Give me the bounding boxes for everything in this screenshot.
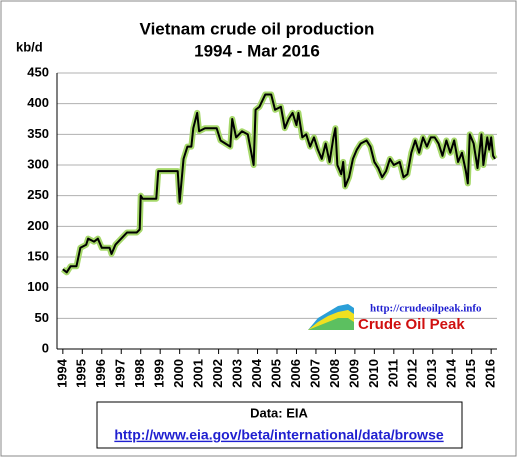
y-tick-label: 200 [27, 218, 49, 233]
y-tick-label: 150 [27, 248, 49, 263]
logo: http://crudeoilpeak.info Crude Oil Peak [308, 303, 482, 333]
x-tick-label: 1999 [152, 359, 167, 388]
x-tick-label: 1994 [54, 358, 69, 388]
x-tick-label: 1996 [93, 359, 108, 388]
y-tick-label: 100 [27, 279, 49, 294]
y-tick-label: 450 [27, 64, 49, 79]
x-tick-label: 2009 [346, 359, 361, 388]
x-tick-label: 2008 [327, 359, 342, 388]
y-axis-label: kb/d [16, 39, 43, 54]
chart-subtitle: 1994 - Mar 2016 [194, 41, 320, 60]
y-tick-label: 350 [27, 126, 49, 141]
x-tick-label: 2013 [424, 359, 439, 388]
x-tick-label: 2016 [483, 359, 498, 388]
x-tick-label: 2001 [191, 359, 206, 388]
x-tick-label: 2000 [171, 359, 186, 388]
line [62, 93, 496, 274]
x-tick-label: 2012 [405, 359, 420, 388]
y-tick-label: 250 [27, 187, 49, 202]
x-tick-label: 2014 [444, 358, 459, 388]
x-tick-label: 2004 [249, 358, 264, 388]
y-tick-label: 0 [42, 340, 49, 355]
source: Data: EIA [250, 405, 308, 420]
x-tick-label: 2002 [210, 359, 225, 388]
x-tick-label: 1995 [74, 359, 89, 388]
x-tick-label: 2003 [229, 359, 244, 388]
x-tick-label: 1997 [113, 359, 128, 388]
x-tick-label: 2006 [288, 359, 303, 388]
source-box [96, 401, 463, 449]
x-tick-label: 2007 [307, 359, 322, 388]
logo-text: Crude Oil Peak [358, 316, 465, 333]
y-tick-label: 400 [27, 95, 49, 110]
x-tick-label: 2010 [366, 359, 381, 388]
x-tick-label: 1998 [132, 359, 147, 388]
y-tick-label: 50 [35, 310, 49, 325]
logo-shape [308, 318, 354, 330]
x-tick-label: 2015 [463, 359, 478, 388]
x-tick-label: 2005 [268, 359, 283, 388]
chart-title: Vietnam crude oil production [140, 19, 375, 38]
y-tick-label: 300 [27, 156, 49, 171]
source-url[interactable]: http://www.eia.gov/beta/international/da… [114, 427, 444, 443]
logo-url: http://crudeoilpeak.info [370, 303, 482, 315]
x-tick-label: 2011 [385, 359, 400, 387]
